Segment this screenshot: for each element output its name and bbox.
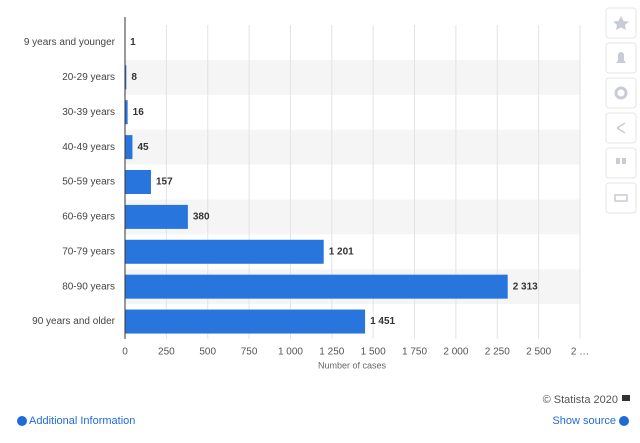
x-tick-label: 2 000: [443, 347, 468, 358]
value-label: 8: [131, 72, 137, 83]
value-label: 1 451: [370, 316, 395, 327]
row-band: [125, 60, 580, 95]
y-tick-label: 30-39 years: [62, 107, 115, 118]
value-label: 2 313: [513, 281, 538, 292]
value-label: 1 201: [329, 246, 354, 257]
y-tick-label: 70-79 years: [62, 246, 115, 257]
bar: [125, 310, 365, 334]
bar: [125, 135, 132, 159]
x-axis-title: Number of cases: [318, 360, 387, 370]
y-tick-label: 50-59 years: [62, 177, 115, 188]
print-button[interactable]: [606, 183, 636, 213]
x-tick-label: 250: [158, 347, 175, 358]
value-label: 157: [156, 177, 173, 188]
x-tick-label: 1 750: [402, 347, 427, 358]
y-tick-label: 60-69 years: [62, 212, 115, 223]
x-tick-label: 2 250: [485, 347, 510, 358]
y-tick-label: 80-90 years: [62, 281, 115, 292]
bar: [125, 205, 188, 229]
x-tick-label: 1 500: [361, 347, 386, 358]
x-tick-label: 500: [199, 347, 216, 358]
credit: © Statista 2020: [543, 394, 618, 406]
bar: [125, 275, 508, 299]
x-tick-label: 1 250: [319, 347, 344, 358]
y-tick-label: 20-29 years: [62, 72, 115, 83]
y-tick-label: 90 years and older: [32, 316, 116, 327]
x-tick-label: 750: [241, 347, 258, 358]
x-tick-label: 2 …: [571, 347, 589, 358]
value-label: 16: [133, 107, 145, 118]
bar: [125, 170, 151, 194]
x-tick-label: 1 000: [278, 347, 303, 358]
additional-info-link[interactable]: Additional Information: [29, 415, 135, 427]
show-source-link[interactable]: Show source: [552, 415, 616, 427]
value-label: 380: [193, 212, 210, 223]
value-label: 1: [130, 37, 136, 48]
flag-icon: [622, 395, 630, 401]
info-icon: [17, 416, 27, 426]
row-band: [125, 130, 580, 165]
share-button[interactable]: [606, 113, 636, 143]
row-shading: [125, 60, 580, 304]
x-tick-label: 2 500: [526, 347, 551, 358]
quote-icon: [616, 158, 620, 164]
sidebar: [606, 8, 636, 213]
y-tick-label: 40-49 years: [62, 142, 115, 153]
info-icon: [619, 416, 629, 426]
x-tick-label: 0: [122, 347, 128, 358]
y-tick-label: 9 years and younger: [24, 37, 116, 48]
quote-icon: [622, 158, 626, 164]
cite-button[interactable]: [606, 148, 636, 178]
value-label: 45: [137, 142, 149, 153]
settings-button[interactable]: [606, 78, 636, 108]
bar: [125, 240, 324, 264]
